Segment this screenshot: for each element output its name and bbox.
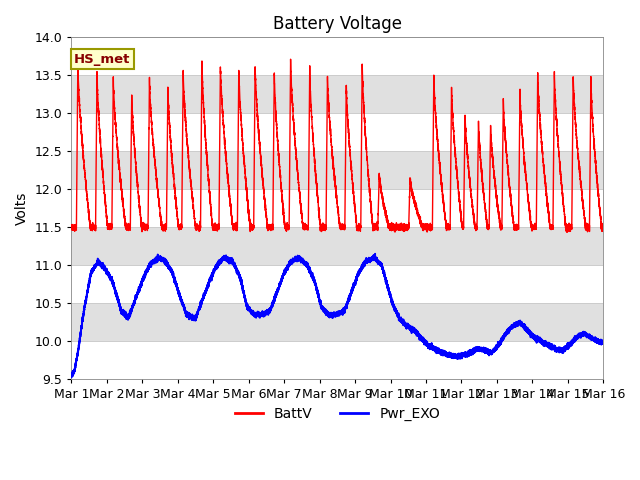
Bar <box>72 189 604 227</box>
Y-axis label: Volts: Volts <box>15 192 29 225</box>
Title: Battery Voltage: Battery Voltage <box>273 15 402 33</box>
Bar <box>72 303 604 341</box>
Bar <box>72 113 604 151</box>
Bar <box>72 37 604 75</box>
Legend: BattV, Pwr_EXO: BattV, Pwr_EXO <box>229 402 445 427</box>
Bar <box>72 341 604 379</box>
Bar <box>72 75 604 113</box>
Bar <box>72 265 604 303</box>
Bar <box>72 151 604 189</box>
Bar <box>72 227 604 265</box>
Text: HS_met: HS_met <box>74 53 131 66</box>
